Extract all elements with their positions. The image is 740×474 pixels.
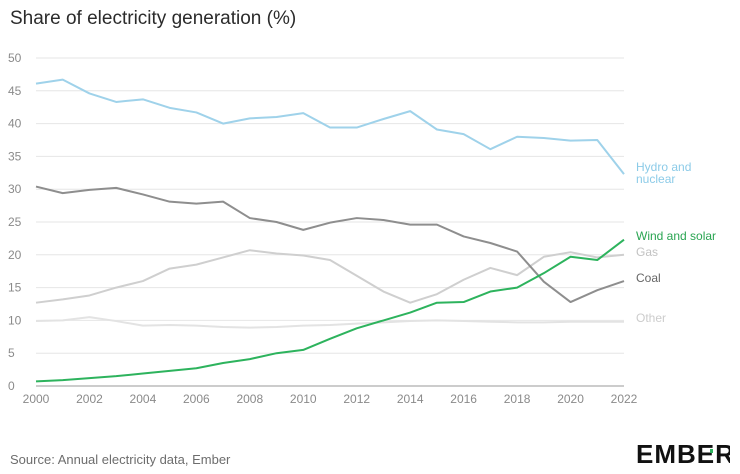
series-label-other: Other [636,311,666,325]
x-tick-label: 2000 [23,392,50,406]
series-label-hydro-and-nuclear: Hydro and nuclear [636,160,691,186]
x-tick-label: 2010 [290,392,317,406]
y-tick-label: 45 [8,84,22,98]
y-tick-label: 25 [8,215,22,229]
y-tick-label: 5 [8,346,15,360]
y-tick-label: 20 [8,248,22,262]
y-tick-label: 35 [8,149,22,163]
y-tick-label: 30 [8,182,22,196]
series-label-coal: Coal [636,271,661,285]
logo-accent [710,449,713,453]
chart-title: Share of electricity generation (%) [10,8,297,29]
series-label-gas: Gas [636,245,658,259]
line-chart: 0 5 10 15 20 25 30 35 40 45 50 2000 2002 2004 2006 2008… [8,51,716,406]
x-tick-label: 2012 [343,392,370,406]
series-line-other [35,316,624,329]
series-label-wind-and-solar: Wind and solar [636,229,716,243]
source-note: Source: Annual electricity data, Ember [10,452,231,467]
y-tick-label: 0 [8,379,15,393]
x-tick-label: 2008 [236,392,263,406]
x-tick-label: 2022 [611,392,638,406]
y-tick-label: 50 [8,51,22,65]
y-tick-label: 40 [8,117,22,131]
y-tick-label: 15 [8,281,22,295]
logo-text: EMBER [636,440,730,468]
x-tick-label: 2016 [450,392,477,406]
x-tick-label: 2002 [76,392,103,406]
series-line-wind-and-solar [35,238,625,383]
series-line-coal [35,185,625,304]
y-tick-label: 10 [8,313,22,327]
x-tick-label: 2014 [397,392,424,406]
x-tick-label: 2020 [557,392,584,406]
x-tick-label: 2004 [130,392,157,406]
series-line-hydro-and-nuclear [35,78,625,175]
series-line-gas [35,249,625,304]
x-tick-label: 2006 [183,392,210,406]
ember-logo: EMBER [636,440,730,468]
x-tick-label: 2018 [504,392,531,406]
